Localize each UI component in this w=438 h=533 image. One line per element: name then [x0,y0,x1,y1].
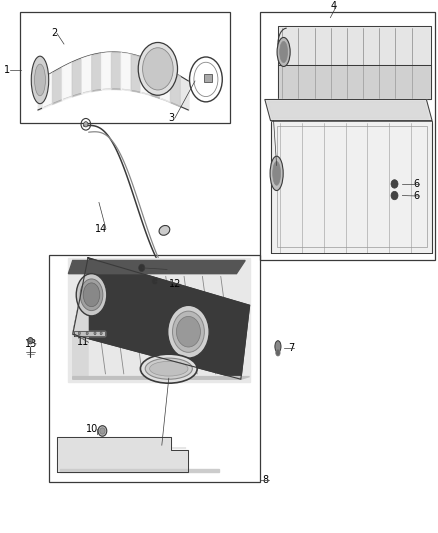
Polygon shape [73,258,250,379]
Polygon shape [73,377,250,379]
Ellipse shape [83,283,100,306]
Text: 12: 12 [169,279,181,289]
Ellipse shape [35,64,46,96]
Polygon shape [278,65,431,100]
Ellipse shape [98,426,107,436]
Text: 6: 6 [413,191,420,201]
Text: 4: 4 [330,1,336,11]
Polygon shape [57,437,188,472]
Bar [261,12,435,261]
Text: 7: 7 [288,343,294,352]
Ellipse shape [280,42,288,62]
Ellipse shape [78,332,81,335]
Ellipse shape [141,354,197,383]
Ellipse shape [139,264,145,271]
Ellipse shape [143,48,173,90]
Ellipse shape [100,428,105,434]
Ellipse shape [80,279,103,311]
Ellipse shape [391,191,398,200]
Ellipse shape [391,180,398,188]
Polygon shape [268,102,428,118]
Bar [277,126,427,247]
Polygon shape [68,261,245,273]
Bar [204,74,212,82]
Ellipse shape [86,332,88,335]
Ellipse shape [31,56,49,104]
Ellipse shape [270,156,283,190]
Ellipse shape [94,332,96,335]
Ellipse shape [152,277,158,285]
Ellipse shape [173,311,205,352]
Polygon shape [73,258,88,379]
Text: 9: 9 [155,440,162,450]
Text: 8: 8 [263,474,269,484]
Text: 3: 3 [169,113,175,123]
Ellipse shape [277,37,290,67]
Text: 5: 5 [271,160,277,171]
Ellipse shape [276,350,280,356]
Text: 6: 6 [413,179,420,189]
Text: 12: 12 [155,264,168,274]
Ellipse shape [84,122,88,127]
Text: 1: 1 [4,66,11,76]
Polygon shape [265,100,432,120]
Ellipse shape [273,161,281,185]
Text: 10: 10 [86,424,98,434]
Polygon shape [271,120,432,253]
Ellipse shape [28,337,33,344]
Text: 13: 13 [25,339,37,349]
Ellipse shape [76,273,107,316]
Ellipse shape [275,341,281,352]
Text: 14: 14 [95,224,107,234]
Ellipse shape [150,361,188,376]
Polygon shape [60,469,219,472]
Text: 11: 11 [77,337,89,348]
Ellipse shape [145,358,192,379]
Polygon shape [68,258,250,382]
Polygon shape [74,330,105,336]
Bar [49,255,261,482]
Ellipse shape [168,305,209,358]
Ellipse shape [177,317,201,347]
Polygon shape [278,26,431,65]
Ellipse shape [159,225,170,235]
Text: 2: 2 [51,28,57,38]
Ellipse shape [138,43,177,95]
Ellipse shape [100,332,102,335]
Bar [20,12,230,123]
